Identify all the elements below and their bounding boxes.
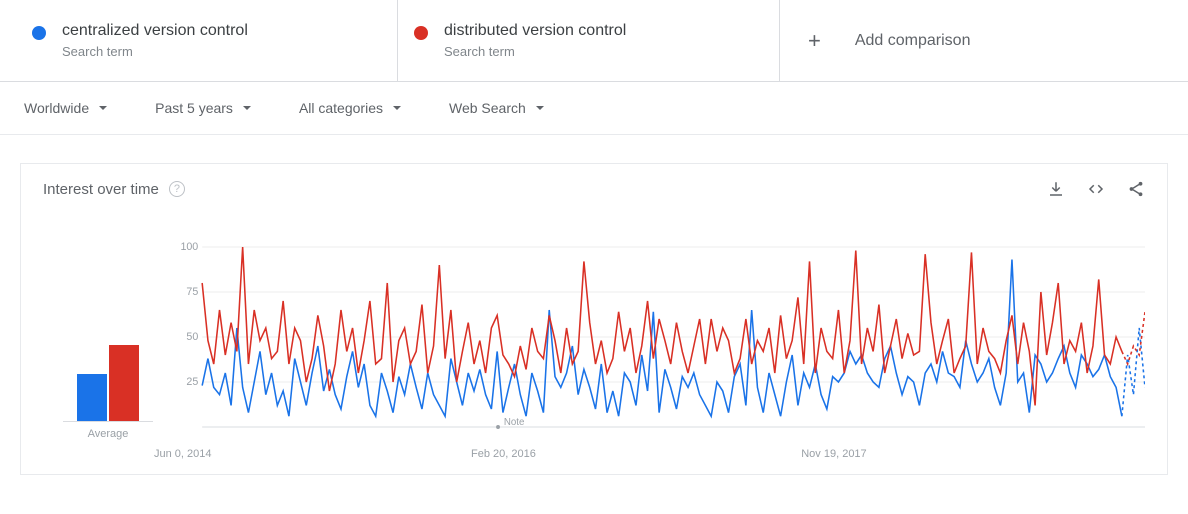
chevron-down-icon (243, 106, 251, 110)
help-icon[interactable]: ? (169, 181, 185, 197)
comparison-terms-row: centralized version control Search term … (0, 0, 1188, 82)
term-title: centralized version control (62, 22, 248, 40)
timespan-filter[interactable]: Past 5 years (155, 100, 251, 116)
x-axis-label: Feb 20, 2016 (471, 448, 536, 460)
average-label: Average (88, 428, 129, 440)
term-title: distributed version control (444, 22, 626, 40)
term-subtitle: Search term (62, 44, 248, 59)
line-chart: 255075100Note Jun 0, 2014Feb 20, 2016Nov… (173, 242, 1145, 462)
term-card-1[interactable]: centralized version control Search term (16, 0, 398, 81)
x-axis-label: Jun 0, 2014 (154, 448, 212, 460)
chevron-down-icon (99, 106, 107, 110)
term-card-2[interactable]: distributed version control Search term (398, 0, 780, 81)
svg-text:Note: Note (504, 417, 525, 428)
category-filter[interactable]: All categories (299, 100, 401, 116)
plus-icon: + (808, 28, 821, 54)
search-type-filter[interactable]: Web Search (449, 100, 544, 116)
svg-text:25: 25 (186, 376, 198, 388)
chart-title: Interest over time (43, 181, 159, 198)
chevron-down-icon (393, 106, 401, 110)
interest-over-time-panel: Interest over time ? Average 25 50 75 100 No… (20, 163, 1168, 475)
filters-row: Worldwide Past 5 years All categories We… (0, 82, 1188, 135)
chevron-down-icon (536, 106, 544, 110)
term-color-dot (414, 26, 428, 40)
x-axis-label: Nov 19, 2017 (801, 448, 866, 460)
add-comparison-button[interactable]: + Add comparison (780, 0, 1162, 81)
download-icon[interactable] (1047, 180, 1065, 198)
region-filter[interactable]: Worldwide (24, 100, 107, 116)
svg-text:75: 75 (186, 286, 198, 298)
add-comparison-label: Add comparison (855, 32, 971, 50)
term-subtitle: Search term (444, 44, 626, 59)
average-bars: Average (43, 242, 173, 462)
term-color-dot (32, 26, 46, 40)
embed-icon[interactable] (1087, 180, 1105, 198)
svg-text:100: 100 (180, 242, 198, 253)
share-icon[interactable] (1127, 180, 1145, 198)
svg-text:50: 50 (186, 331, 198, 343)
